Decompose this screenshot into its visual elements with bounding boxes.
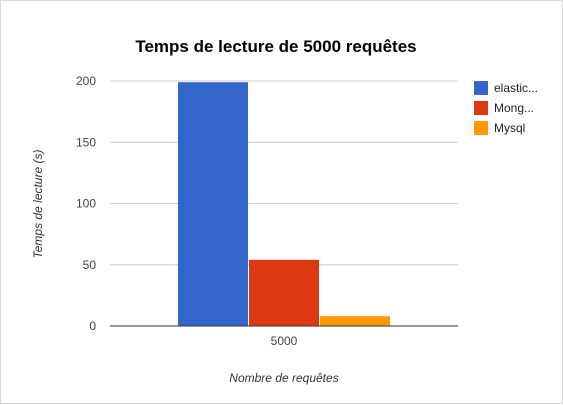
legend-label: elastic... — [494, 81, 538, 95]
legend-swatch — [474, 121, 488, 135]
bar-mong — [249, 259, 319, 326]
legend-swatch — [474, 81, 488, 95]
bars — [178, 82, 390, 326]
y-tick-label: 200 — [76, 74, 96, 88]
y-tick-label: 150 — [76, 135, 96, 149]
bar-mysql — [320, 316, 390, 326]
x-tick-label: 5000 — [271, 334, 298, 348]
y-tick-label: 100 — [76, 197, 96, 211]
legend-label: Mysql — [494, 121, 525, 135]
x-axis-label: Nombre de requêtes — [229, 371, 338, 385]
legend-swatch — [474, 101, 488, 115]
x-axis-ticks: 5000 — [271, 334, 298, 348]
chart-title: Temps de lecture de 5000 requêtes — [135, 37, 416, 56]
legend-label: Mong... — [494, 101, 534, 115]
y-tick-label: 0 — [89, 319, 96, 333]
y-tick-label: 50 — [83, 258, 97, 272]
y-axis-label: Temps de lecture (s) — [31, 150, 45, 259]
y-axis-ticks: 0 50 100 150 200 — [76, 74, 96, 333]
legend: elastic... Mong... Mysql — [474, 81, 538, 135]
bar-elastic — [178, 82, 248, 326]
gridlines — [110, 80, 458, 266]
